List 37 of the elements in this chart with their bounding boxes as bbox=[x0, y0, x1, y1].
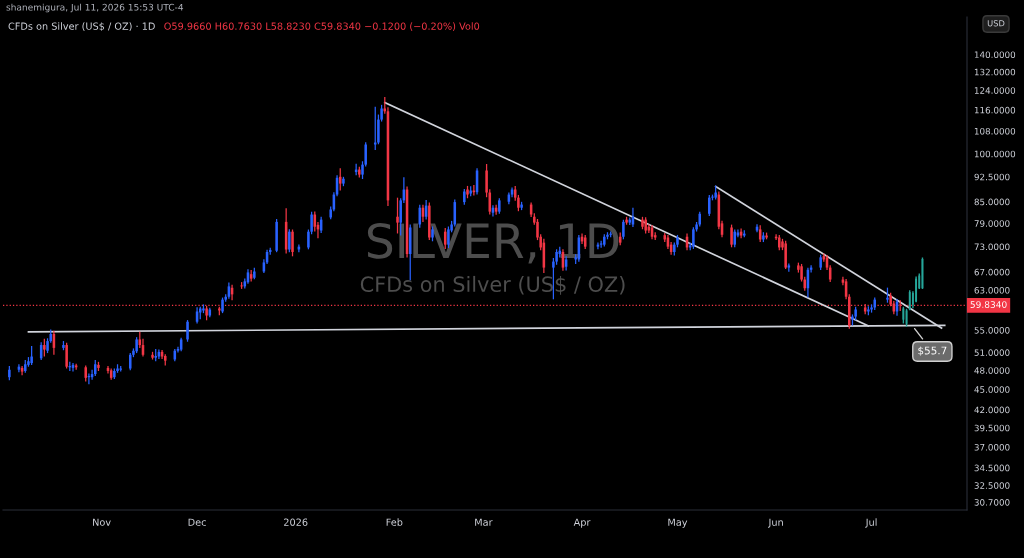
y-tick-label: 100.0000 bbox=[974, 150, 1016, 158]
y-tick-label: 48.0000 bbox=[974, 367, 1010, 374]
annotation: O59.9660 H60.7630 L58.8230 C59.8340 −0.1200 (−0.20%) Vol0 bbox=[164, 22, 480, 31]
x-tick-label: May bbox=[668, 518, 688, 528]
y-tick-label: 30.7000 bbox=[974, 499, 1010, 506]
y-tick-label: 124.0000 bbox=[974, 87, 1016, 94]
y-tick-label: 92.5000 bbox=[974, 173, 1010, 181]
y-tick-label: 132.0000 bbox=[974, 68, 1016, 76]
y-tick-label: 37.0000 bbox=[974, 443, 1010, 451]
text: USD bbox=[987, 20, 1005, 27]
annotation: $55.7 bbox=[918, 346, 947, 356]
y-tick-label: 108.0000 bbox=[974, 127, 1016, 135]
y-tick-label: 79.0000 bbox=[974, 220, 1010, 227]
y-tick-label: 85.0000 bbox=[974, 198, 1010, 206]
text: shanemigura, Jul 11, 2026 15:53 UTC-4 bbox=[6, 3, 184, 13]
y-tick-label: 140.0000 bbox=[974, 51, 1016, 58]
x-tick-label: Feb bbox=[386, 518, 403, 526]
y-tick-label: 73.0000 bbox=[974, 243, 1010, 251]
y-tick-label: 67.0000 bbox=[974, 268, 1010, 276]
y-tick-label: 34.5000 bbox=[974, 464, 1010, 472]
y-tick-label: 116.0000 bbox=[974, 106, 1016, 114]
y-tick-label: 55.0000 bbox=[974, 327, 1010, 334]
x-tick-label: Nov bbox=[93, 518, 111, 526]
x-tick-label: Jul bbox=[865, 518, 877, 528]
x-tick-label: Jun bbox=[768, 518, 783, 528]
x-tick-label: Apr bbox=[573, 518, 591, 528]
y-tick-label: 42.0000 bbox=[974, 406, 1010, 414]
x-tick-label: 2026 bbox=[284, 518, 308, 526]
y-tick-label: 32.5000 bbox=[974, 482, 1010, 489]
y-tick-label: 63.0000 bbox=[974, 286, 1010, 294]
y-tick-label: 39.5000 bbox=[974, 424, 1010, 432]
ref-line-label: 59.8340 bbox=[970, 301, 1007, 308]
x-tick-label: Dec bbox=[188, 518, 206, 526]
chart-title: CFDs on Silver (US$ / OZ) · 1D bbox=[8, 22, 155, 32]
y-tick-label: 45.0000 bbox=[974, 386, 1010, 393]
x-tick-label: Mar bbox=[475, 518, 493, 526]
y-tick-label: 51.0000 bbox=[974, 349, 1010, 356]
